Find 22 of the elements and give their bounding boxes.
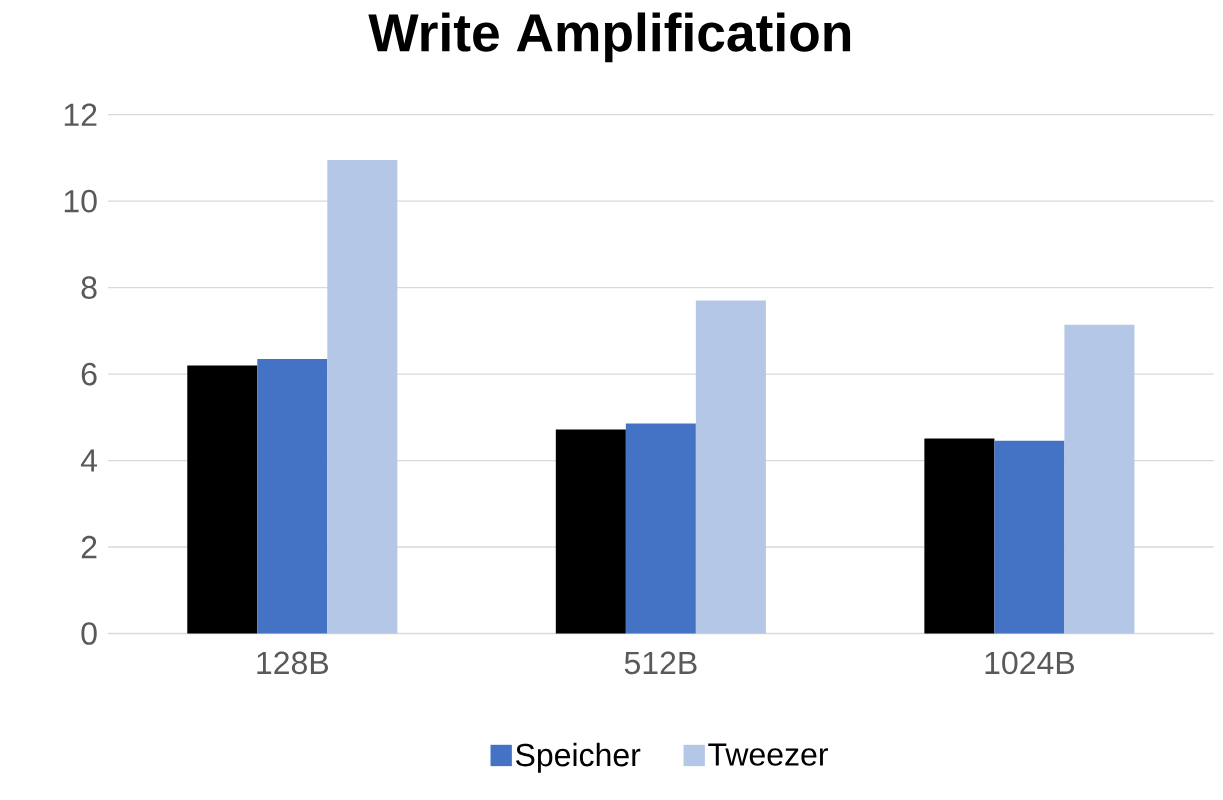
y-tick-label: 8 xyxy=(81,276,97,299)
y-tick-label: 10 xyxy=(64,189,97,213)
bar xyxy=(1064,324,1135,634)
x-tick-label: 512B xyxy=(624,651,697,675)
bar xyxy=(555,429,626,634)
x-tick-label: 1024B xyxy=(985,651,1074,675)
chart-title: Write Amplification xyxy=(368,12,851,63)
x-tick-label: 128B xyxy=(257,651,328,675)
bar xyxy=(257,358,328,634)
bar xyxy=(327,159,398,634)
bar xyxy=(187,365,258,634)
bar xyxy=(924,438,995,634)
y-tick-label: 0 xyxy=(81,622,97,645)
legend-label: Speicher xyxy=(515,742,641,773)
y-tick-label: 12 xyxy=(64,103,97,126)
bar xyxy=(994,440,1065,634)
legend-label: Tweezer xyxy=(708,743,828,766)
y-tick-label: 4 xyxy=(80,449,98,472)
y-tick-label: 2 xyxy=(81,535,97,559)
bar xyxy=(625,423,696,634)
bar xyxy=(695,300,766,634)
y-tick-label: 6 xyxy=(81,362,97,386)
